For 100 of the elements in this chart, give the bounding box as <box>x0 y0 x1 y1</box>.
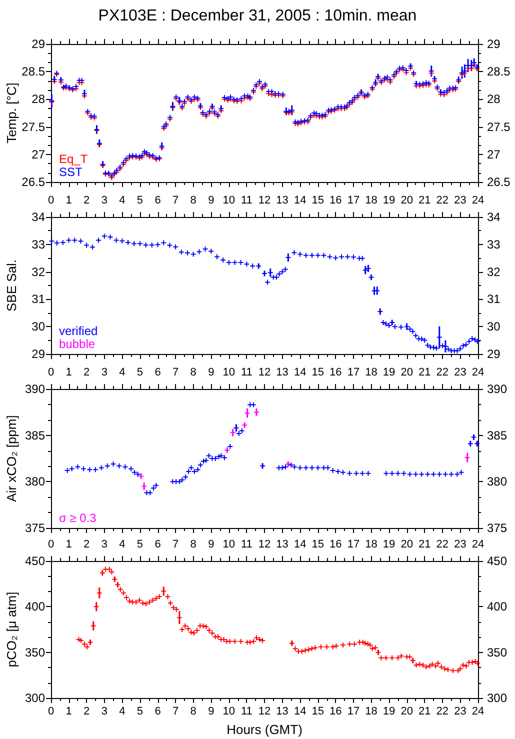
y-tick-label: 400 <box>24 600 46 614</box>
x2-tick-label: 16 <box>330 538 342 550</box>
x2-tick-label: 14 <box>294 194 306 206</box>
y-tick-label: 27.5 <box>22 120 46 134</box>
x2-tick-label: 21 <box>418 366 431 378</box>
x2-tick-label: 2 <box>84 366 90 378</box>
x2-tick-label: 20 <box>400 194 413 206</box>
x2-tick-label: 21 <box>418 194 431 206</box>
x2-tick-label: 18 <box>365 538 378 550</box>
x-tick-label: 21 <box>418 706 431 718</box>
y2-tick-label: 33 <box>487 237 501 252</box>
x-tick-label: 1 <box>66 706 72 718</box>
x-tick-label: 11 <box>240 706 252 718</box>
x2-tick-label: 19 <box>382 538 396 550</box>
x-axis-title: Hours (GMT) <box>226 722 302 737</box>
x2-tick-label: 23 <box>454 194 466 206</box>
x2-tick-label: 11 <box>240 194 252 206</box>
x2-tick-label: 17 <box>347 366 360 378</box>
y2-tick-label: 350 <box>487 645 508 660</box>
x-tick-label: 12 <box>258 706 271 718</box>
y-axis-title: Air xCO₂ [ppm] <box>4 415 19 502</box>
x2-tick-label: 20 <box>400 366 413 378</box>
y2-tick-label: 34 <box>487 210 501 224</box>
x2-tick-label: 4 <box>119 366 126 378</box>
x2-tick-label: 1 <box>66 366 72 378</box>
x2-tick-label: 5 <box>136 538 144 550</box>
y-axis-title: Temp. [°C] <box>4 82 19 144</box>
x-tick-label: 9 <box>208 706 214 718</box>
y2-tick-label: 385 <box>487 428 508 442</box>
x2-tick-label: 9 <box>208 538 214 550</box>
x-tick-label: 10 <box>222 706 236 718</box>
x2-tick-label: 0 <box>48 538 54 550</box>
point <box>464 455 470 460</box>
x2-tick-label: 2 <box>84 194 90 206</box>
y-tick-label: 390 <box>24 382 46 396</box>
y2-tick-label: 300 <box>487 691 508 705</box>
x2-tick-label: 22 <box>436 538 449 550</box>
series-label: Eq_T <box>59 152 88 166</box>
x2-tick-label: 0 <box>48 366 54 378</box>
y-tick-label: 33 <box>32 237 46 252</box>
x2-tick-label: 24 <box>472 366 484 378</box>
x2-tick-label: 9 <box>208 194 214 206</box>
x2-tick-label: 17 <box>347 194 360 206</box>
x-tick-label: 5 <box>136 706 144 718</box>
x-tick-label: 3 <box>101 706 108 718</box>
x2-tick-label: 11 <box>240 538 252 550</box>
x2-tick-label: 13 <box>276 538 288 550</box>
x2-tick-label: 4 <box>119 194 126 206</box>
x2-tick-label: 6 <box>154 194 161 206</box>
x-tick-label: 2 <box>84 706 90 718</box>
x-tick-label: 13 <box>276 706 288 718</box>
x2-tick-label: 12 <box>258 538 271 550</box>
x-tick-label: 24 <box>472 706 484 718</box>
y2-tick-label: 375 <box>487 521 508 535</box>
y2-tick-label: 27.5 <box>487 120 511 134</box>
x2-tick-label: 22 <box>436 194 449 206</box>
y-tick-label: 32 <box>32 264 46 279</box>
y-tick-label: 385 <box>24 428 46 442</box>
x2-tick-label: 15 <box>312 538 324 550</box>
x2-tick-label: 13 <box>276 366 288 378</box>
y2-tick-label: 29 <box>487 347 501 361</box>
x2-tick-label: 24 <box>472 538 484 550</box>
x2-tick-label: 18 <box>365 366 378 378</box>
x2-tick-label: 13 <box>276 194 288 206</box>
y-tick-label: 34 <box>32 210 46 224</box>
y2-tick-label: 28 <box>487 92 501 106</box>
x2-tick-label: 7 <box>172 194 179 206</box>
x2-tick-label: 23 <box>454 538 466 550</box>
x2-tick-label: 10 <box>222 366 236 378</box>
x-tick-label: 16 <box>330 706 342 718</box>
x2-tick-label: 5 <box>136 194 144 206</box>
x2-tick-label: 17 <box>347 538 360 550</box>
series-label: SST <box>59 165 84 179</box>
chart-title: PX103E : December 31, 2005 : 10min. mean <box>98 8 417 24</box>
y-tick-label: 380 <box>24 474 46 489</box>
x2-tick-label: 9 <box>208 366 214 378</box>
x2-tick-label: 1 <box>66 194 72 206</box>
x2-tick-label: 14 <box>294 366 306 378</box>
x2-tick-label: 11 <box>240 366 252 378</box>
x-tick-label: 23 <box>454 706 466 718</box>
y-tick-label: 450 <box>24 554 46 568</box>
x2-tick-label: 3 <box>101 538 108 550</box>
x2-tick-label: 3 <box>101 366 108 378</box>
x-tick-label: 15 <box>312 706 324 718</box>
y-tick-label: 350 <box>24 645 46 660</box>
x-tick-label: 17 <box>347 706 360 718</box>
y-tick-label: 28 <box>32 92 46 106</box>
x2-tick-label: 22 <box>436 366 449 378</box>
x2-tick-label: 16 <box>330 194 342 206</box>
y2-tick-label: 32 <box>487 264 501 279</box>
y2-tick-label: 450 <box>487 554 508 568</box>
x2-tick-label: 6 <box>154 366 161 378</box>
x2-tick-label: 23 <box>454 366 466 378</box>
y2-tick-label: 30 <box>487 320 501 334</box>
x-tick-label: 7 <box>172 706 179 718</box>
text: σ ≥ 0.3 <box>59 511 97 525</box>
y-tick-label: 375 <box>24 521 46 535</box>
y2-tick-label: 28.5 <box>487 64 511 79</box>
x-tick-label: 19 <box>382 706 396 718</box>
x2-tick-label: 15 <box>312 194 324 206</box>
